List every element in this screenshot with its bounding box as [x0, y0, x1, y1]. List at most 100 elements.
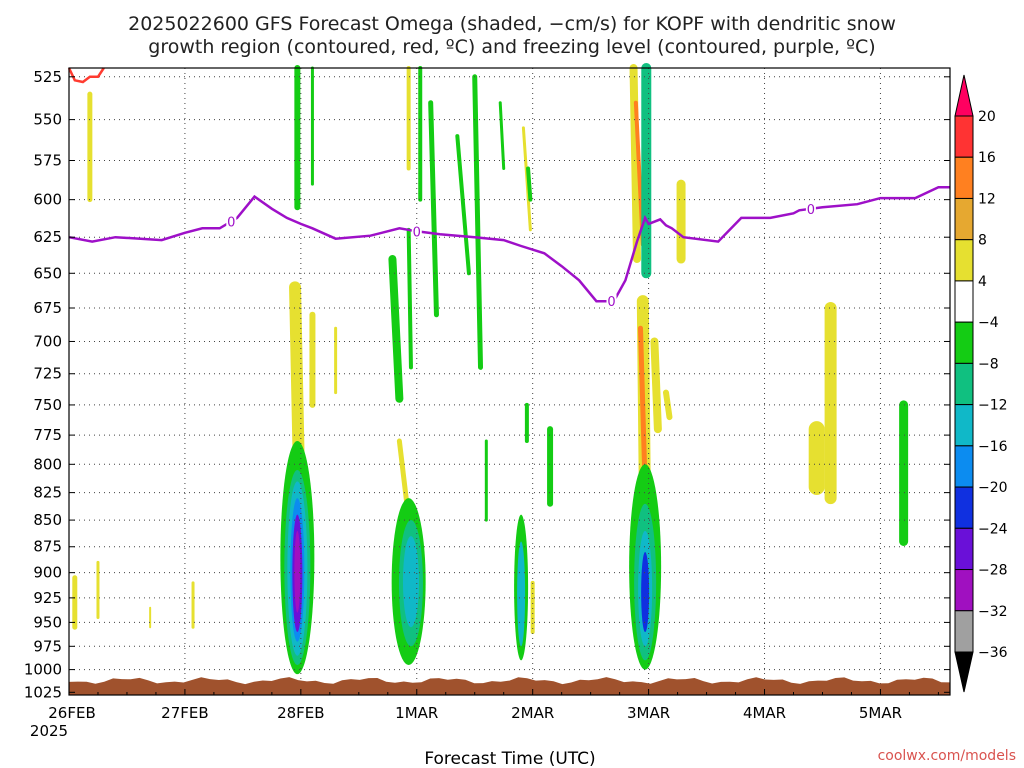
omega-shading-layer: [72, 63, 909, 675]
y-tick-label: 850: [33, 511, 62, 529]
omega-shade: [406, 227, 413, 370]
x-tick-label: 27FEB: [161, 704, 208, 722]
colorbar-swatch: [954, 321, 974, 364]
plot-background: [69, 68, 950, 695]
omega-shade: [472, 74, 484, 370]
colorbar-label: −28: [978, 563, 1008, 579]
y-tick-label: 775: [33, 426, 62, 444]
colorbar-label: 20: [978, 109, 996, 125]
y-tick-label: 650: [33, 264, 62, 282]
colorbar-swatch: [954, 239, 974, 282]
colorbar-label: −32: [978, 604, 1008, 620]
y-tick-label: 700: [33, 332, 62, 350]
omega-shade: [428, 100, 439, 318]
omega-shade: [641, 551, 650, 633]
colorbar-swatch: [954, 156, 974, 199]
colorbar-label: 4: [978, 274, 987, 290]
x-tick-label: 5MAR: [859, 704, 902, 722]
terrain-fill: [69, 677, 950, 695]
y-tick-label: 825: [33, 484, 62, 502]
y-tick-label: 550: [33, 111, 62, 129]
colorbar-label: −20: [978, 480, 1008, 496]
chart-title-line2: growth region (contoured, red, ºC) and f…: [148, 36, 875, 58]
y-tick-label: 600: [33, 191, 62, 209]
credit-text: coolwx.com/models: [878, 748, 1016, 764]
colorbar-swatch: [954, 527, 974, 571]
y-tick-label: 525: [33, 68, 62, 86]
colorbar-label: −24: [978, 521, 1008, 537]
chart-title-line1: 2025022600 GFS Forecast Omega (shaded, −…: [128, 13, 896, 35]
x-year-label: 2025: [30, 722, 68, 740]
plot-area: 0 0 0 0: [67, 63, 951, 696]
y-tick-label: 625: [33, 228, 62, 246]
x-axis: 26FEB 27FEB 28FEB 1MAR 2MAR 3MAR 4MAR 5MAR: [48, 689, 939, 722]
freezing-level-label: 0: [807, 203, 815, 218]
colorbar-swatch: [954, 280, 974, 323]
colorbar-top-arrow: [954, 74, 974, 117]
omega-shade: [498, 101, 506, 170]
colorbar-label: −12: [978, 398, 1008, 414]
omega-shade: [388, 255, 404, 403]
colorbar-label: 8: [978, 233, 987, 249]
colorbar-label: 12: [978, 191, 996, 207]
y-tick-label: 675: [33, 299, 62, 317]
omega-shade: [526, 166, 533, 202]
freezing-level-label: 0: [413, 225, 421, 240]
y-tick-label: 800: [33, 455, 62, 473]
x-tick-label: 2MAR: [511, 704, 554, 722]
y-axis: 525 550 575 600 625 650 675 700 725 750 775 800 825 8…: [24, 68, 950, 701]
y-tick-label: 725: [33, 365, 62, 383]
colorbar-swatch: [954, 486, 974, 529]
colorbar-label: −8: [978, 356, 999, 372]
freezing-level-labels: 0 0 0 0: [226, 201, 816, 310]
x-tick-label: 3MAR: [627, 704, 670, 722]
y-tick-label: 950: [33, 613, 62, 631]
omega-shade: [650, 337, 662, 434]
omega-shade: [662, 389, 673, 421]
freezing-label-bg: [606, 294, 617, 309]
x-tick-label: 28FEB: [277, 704, 324, 722]
colorbar: 20 16 12 8 4 −4 −8 −12 −16 −20 −24 −28 −32 −36: [954, 74, 1008, 693]
colorbar-label: −36: [978, 645, 1008, 661]
omega-shade: [294, 530, 301, 613]
x-axis-label: Forecast Time (UTC): [424, 749, 595, 768]
freezing-level-contour: [68, 186, 950, 303]
colorbar-swatch: [954, 445, 974, 488]
y-tick-label: 750: [33, 396, 62, 414]
omega-shade: [517, 541, 526, 647]
omega-shade: [289, 281, 305, 459]
freezing-label-bg: [411, 224, 422, 239]
freezing-level-label: 0: [607, 295, 615, 310]
x-tick-label: 26FEB: [48, 704, 95, 722]
colorbar-swatch: [954, 569, 974, 612]
dendritic-growth-contour: [67, 67, 105, 84]
colorbar-swatch: [954, 404, 974, 447]
x-tick-label: 4MAR: [743, 704, 786, 722]
freezing-level-label: 0: [227, 215, 235, 230]
y-tick-label: 900: [33, 564, 62, 582]
y-tick-label: 875: [33, 538, 62, 556]
freezing-label-bg: [805, 201, 816, 216]
colorbar-swatch: [954, 362, 974, 406]
colorbar-swatch: [954, 115, 974, 158]
y-tick-label: 1000: [24, 661, 62, 679]
freezing-label-bg: [226, 214, 237, 229]
x-tick-label: 1MAR: [395, 704, 438, 722]
y-tick-label: 1025: [24, 683, 62, 701]
colorbar-label: 16: [978, 150, 996, 166]
omega-shade: [455, 134, 471, 276]
omega-shade: [402, 536, 419, 628]
omega-shade: [629, 64, 642, 264]
y-tick-label: 575: [33, 151, 62, 169]
colorbar-swatch: [954, 610, 974, 653]
colorbar-bottom-arrow: [954, 651, 974, 693]
y-tick-label: 975: [33, 637, 62, 655]
plot-frame: [68, 67, 951, 696]
omega-shade: [637, 325, 648, 490]
colorbar-label: −16: [978, 439, 1008, 455]
colorbar-swatch: [954, 197, 974, 241]
y-tick-label: 925: [33, 589, 62, 607]
gridlines: [69, 68, 950, 695]
omega-shade: [396, 438, 410, 512]
